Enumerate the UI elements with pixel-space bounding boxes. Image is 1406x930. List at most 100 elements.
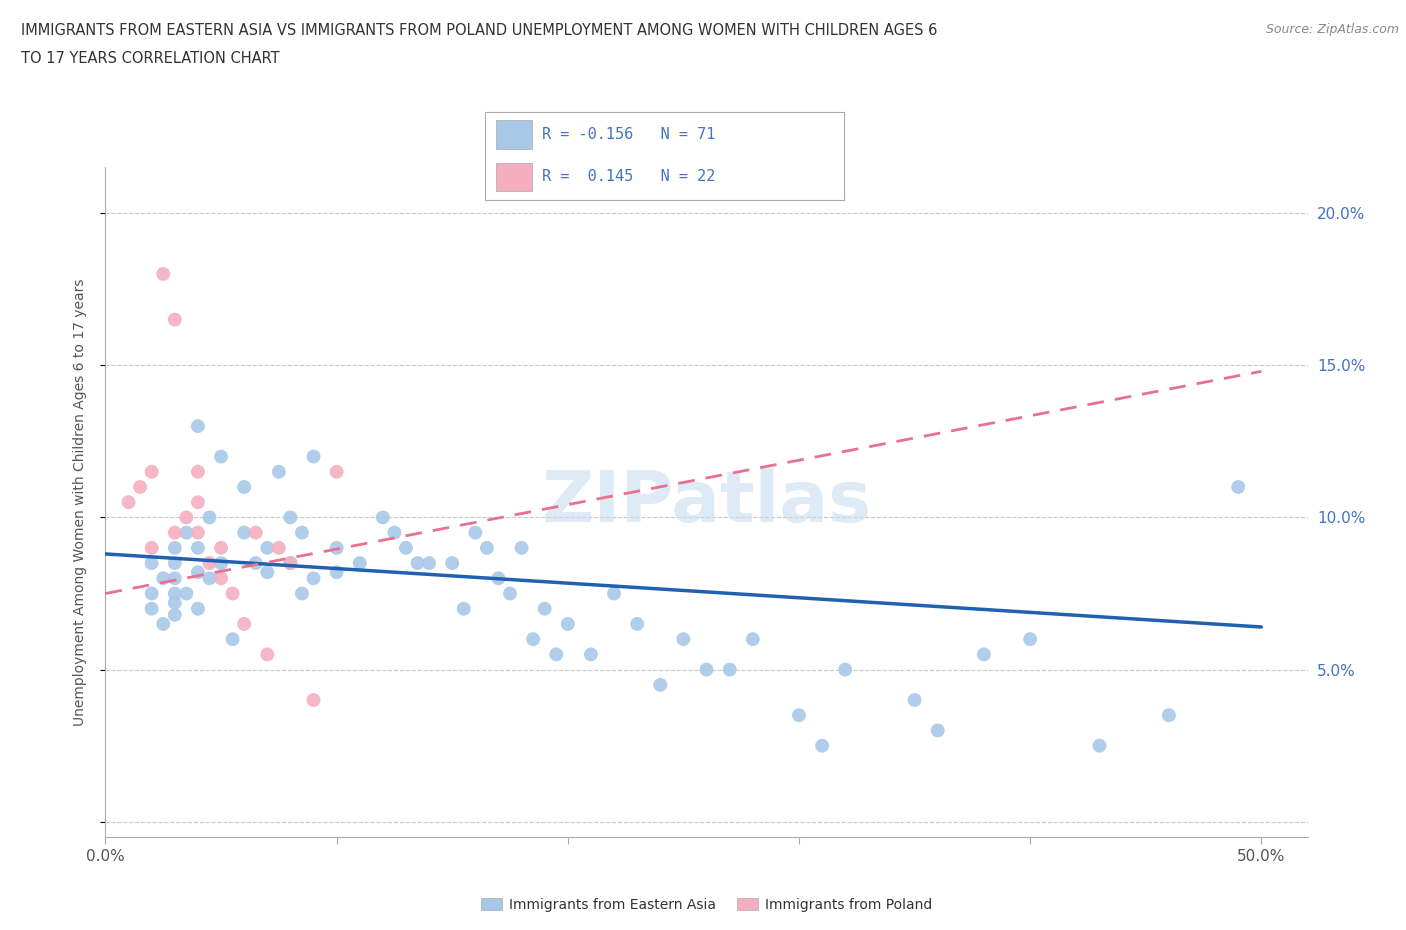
Point	[233, 525, 256, 540]
Point	[522, 631, 544, 646]
Point	[209, 540, 232, 555]
Point	[291, 525, 314, 540]
Point	[453, 602, 475, 617]
Point	[672, 631, 695, 646]
Point	[325, 464, 347, 479]
Point	[395, 540, 418, 555]
Text: R = -0.156   N = 71: R = -0.156 N = 71	[543, 127, 716, 142]
Text: Source: ZipAtlas.com: Source: ZipAtlas.com	[1265, 23, 1399, 36]
Point	[221, 631, 243, 646]
Point	[256, 647, 278, 662]
Point	[176, 525, 198, 540]
Point	[302, 571, 325, 586]
Point	[718, 662, 741, 677]
Point	[163, 595, 186, 610]
Text: IMMIGRANTS FROM EASTERN ASIA VS IMMIGRANTS FROM POLAND UNEMPLOYMENT AMONG WOMEN : IMMIGRANTS FROM EASTERN ASIA VS IMMIGRAN…	[21, 23, 938, 38]
Point	[163, 525, 186, 540]
Point	[163, 586, 186, 601]
Point	[163, 555, 186, 570]
Point	[418, 555, 440, 570]
Point	[280, 555, 302, 570]
Point	[787, 708, 810, 723]
Point	[256, 540, 278, 555]
Point	[187, 540, 209, 555]
Point	[1227, 480, 1250, 495]
Point	[650, 677, 672, 692]
Point	[325, 565, 347, 579]
Point	[187, 565, 209, 579]
Point	[302, 449, 325, 464]
Point	[834, 662, 856, 677]
Point	[163, 312, 186, 327]
Point	[129, 480, 152, 495]
Point	[245, 555, 267, 570]
Point	[741, 631, 763, 646]
Point	[927, 723, 949, 737]
Point	[187, 495, 209, 510]
Point	[488, 571, 510, 586]
Point	[117, 495, 139, 510]
Point	[1088, 738, 1111, 753]
Point	[141, 555, 163, 570]
Point	[302, 693, 325, 708]
Point	[267, 540, 290, 555]
Point	[499, 586, 522, 601]
Point	[557, 617, 579, 631]
Text: ZIPatlas: ZIPatlas	[541, 468, 872, 537]
Point	[903, 693, 925, 708]
Point	[176, 510, 198, 525]
Point	[349, 555, 371, 570]
Point	[280, 510, 302, 525]
Point	[267, 464, 290, 479]
Point	[406, 555, 429, 570]
Point	[198, 555, 221, 570]
Point	[579, 647, 602, 662]
Point	[209, 449, 232, 464]
Legend: Immigrants from Eastern Asia, Immigrants from Poland: Immigrants from Eastern Asia, Immigrants…	[475, 892, 938, 917]
Y-axis label: Unemployment Among Women with Children Ages 6 to 17 years: Unemployment Among Women with Children A…	[73, 278, 87, 726]
Point	[245, 525, 267, 540]
Point	[626, 617, 648, 631]
Point	[291, 586, 314, 601]
Point	[1019, 631, 1042, 646]
Text: R =  0.145   N = 22: R = 0.145 N = 22	[543, 169, 716, 184]
Point	[441, 555, 464, 570]
Point	[198, 571, 221, 586]
Point	[152, 617, 174, 631]
Point	[163, 607, 186, 622]
Point	[371, 510, 394, 525]
Point	[163, 540, 186, 555]
Point	[187, 418, 209, 433]
Point	[141, 586, 163, 601]
Point	[510, 540, 533, 555]
Point	[233, 617, 256, 631]
Point	[152, 571, 174, 586]
Point	[152, 267, 174, 282]
Point	[973, 647, 995, 662]
Point	[280, 555, 302, 570]
Point	[187, 464, 209, 479]
Point	[811, 738, 834, 753]
Point	[233, 480, 256, 495]
Point	[464, 525, 486, 540]
Point	[695, 662, 717, 677]
Text: TO 17 YEARS CORRELATION CHART: TO 17 YEARS CORRELATION CHART	[21, 51, 280, 66]
Point	[141, 602, 163, 617]
Point	[176, 586, 198, 601]
Point	[187, 525, 209, 540]
Bar	[496, 163, 531, 192]
Point	[475, 540, 498, 555]
Bar	[496, 120, 531, 149]
Point	[209, 571, 232, 586]
Point	[325, 540, 347, 555]
Point	[209, 555, 232, 570]
Point	[1157, 708, 1180, 723]
Point	[141, 464, 163, 479]
Point	[221, 586, 243, 601]
Point	[141, 540, 163, 555]
Point	[533, 602, 555, 617]
Point	[256, 565, 278, 579]
Point	[187, 602, 209, 617]
Point	[163, 571, 186, 586]
Point	[603, 586, 626, 601]
